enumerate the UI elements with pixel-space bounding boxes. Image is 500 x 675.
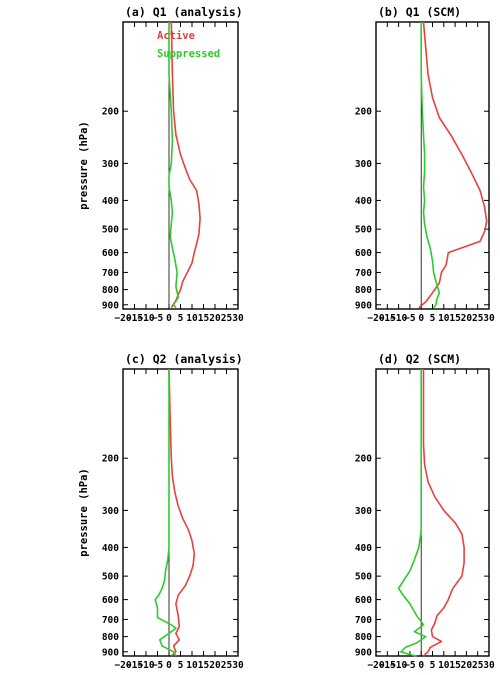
panel-title: (c) Q2 (analysis) bbox=[125, 352, 243, 366]
series-suppressed-line bbox=[168, 22, 179, 309]
y-tick-label: 500 bbox=[355, 225, 372, 236]
panel-title: (a) Q1 (analysis) bbox=[125, 5, 243, 19]
y-tick-label: 300 bbox=[102, 159, 119, 170]
x-tick-label: −20 bbox=[367, 660, 384, 671]
series-suppressed-line bbox=[154, 369, 177, 657]
x-tick-label: 25 bbox=[472, 660, 484, 671]
y-tick-label: 200 bbox=[102, 107, 119, 118]
x-tick-label: 30 bbox=[232, 660, 244, 671]
y-tick-label: 900 bbox=[102, 647, 119, 658]
x-tick-label: 20 bbox=[461, 313, 473, 324]
y-tick-label: 500 bbox=[102, 572, 119, 583]
y-tick-label: 200 bbox=[355, 454, 372, 465]
legend-active: Active bbox=[157, 30, 195, 42]
y-tick-label: 600 bbox=[102, 595, 119, 606]
x-tick-label: −20 bbox=[114, 313, 131, 324]
x-tick-label: 5 bbox=[178, 660, 184, 671]
y-tick-label: 200 bbox=[355, 107, 372, 118]
x-tick-label: −15 bbox=[379, 660, 396, 671]
y-tick-label: 900 bbox=[102, 300, 119, 311]
panel-title: (b) Q1 (SCM) bbox=[378, 5, 461, 19]
series-active-line bbox=[422, 369, 465, 657]
x-tick-label: −5 bbox=[152, 660, 164, 671]
y-tick-label: 700 bbox=[102, 615, 119, 626]
y-tick-label: 700 bbox=[355, 268, 372, 279]
x-tick-label: −15 bbox=[126, 660, 143, 671]
x-tick-label: 30 bbox=[483, 660, 495, 671]
y-tick-label: 200 bbox=[102, 454, 119, 465]
x-tick-label: −15 bbox=[379, 313, 396, 324]
x-tick-label: 10 bbox=[438, 660, 450, 671]
x-tick-label: 25 bbox=[472, 313, 484, 324]
x-tick-label: 20 bbox=[461, 660, 473, 671]
series-active-line bbox=[168, 368, 196, 657]
series-active-line bbox=[418, 21, 488, 309]
y-tick-label: 600 bbox=[102, 248, 119, 259]
y-tick-label: 500 bbox=[102, 225, 119, 236]
y-axis-label: pressure (hPa) bbox=[78, 121, 90, 210]
y-tick-label: 700 bbox=[355, 615, 372, 626]
panel-3: (c) Q2 (analysis)20030040050060070080090… bbox=[78, 352, 244, 671]
x-tick-label: 10 bbox=[186, 313, 198, 324]
y-tick-label: 800 bbox=[355, 632, 372, 643]
plot-frame bbox=[375, 368, 490, 657]
y-tick-label: 300 bbox=[102, 506, 119, 517]
x-tick-label: 15 bbox=[449, 313, 461, 324]
x-tick-label: 0 bbox=[166, 660, 172, 671]
x-tick-label: 0 bbox=[418, 660, 424, 671]
x-tick-label: 15 bbox=[449, 660, 461, 671]
x-tick-label: 20 bbox=[209, 660, 221, 671]
x-tick-label: 15 bbox=[198, 660, 210, 671]
x-tick-label: 10 bbox=[186, 660, 198, 671]
y-tick-label: 900 bbox=[355, 300, 372, 311]
y-tick-label: 400 bbox=[102, 196, 119, 207]
x-tick-label: 5 bbox=[430, 660, 436, 671]
panel-1: (a) Q1 (analysis)20030040050060070080090… bbox=[78, 5, 244, 324]
x-tick-label: 15 bbox=[198, 313, 210, 324]
x-tick-label: −10 bbox=[137, 313, 154, 324]
x-tick-label: 30 bbox=[232, 313, 244, 324]
x-tick-label: −20 bbox=[114, 660, 131, 671]
panel-title: (d) Q2 (SCM) bbox=[378, 352, 461, 366]
y-tick-label: 800 bbox=[102, 285, 119, 296]
panel-2: (b) Q1 (SCM)200300400500600700800900−20−… bbox=[355, 5, 495, 324]
x-tick-label: −5 bbox=[404, 660, 416, 671]
legend-suppressed: Suppressed bbox=[157, 48, 220, 60]
y-tick-label: 700 bbox=[102, 268, 119, 279]
y-tick-label: 900 bbox=[355, 647, 372, 658]
x-tick-label: −20 bbox=[367, 313, 384, 324]
x-tick-label: −5 bbox=[152, 313, 164, 324]
x-tick-label: −10 bbox=[390, 660, 407, 671]
series-suppressed-line bbox=[420, 22, 441, 309]
x-tick-label: 30 bbox=[483, 313, 495, 324]
x-tick-label: −10 bbox=[137, 660, 154, 671]
x-tick-label: 20 bbox=[209, 313, 221, 324]
y-axis-label: pressure (hPa) bbox=[78, 468, 90, 557]
x-tick-label: 5 bbox=[178, 313, 184, 324]
series-suppressed-line bbox=[397, 369, 427, 657]
plot-frame bbox=[122, 21, 239, 310]
y-tick-label: 300 bbox=[355, 506, 372, 517]
x-tick-label: 0 bbox=[418, 313, 424, 324]
panel-4: (d) Q2 (SCM)200300400500600700800900−20−… bbox=[355, 352, 495, 671]
y-tick-label: 400 bbox=[102, 543, 119, 554]
x-tick-label: 10 bbox=[438, 313, 450, 324]
x-tick-label: −15 bbox=[126, 313, 143, 324]
y-tick-label: 600 bbox=[355, 248, 372, 259]
y-tick-label: 500 bbox=[355, 572, 372, 583]
x-tick-label: 5 bbox=[430, 313, 436, 324]
x-tick-label: −5 bbox=[404, 313, 416, 324]
series-active-line bbox=[170, 21, 201, 309]
x-tick-label: 0 bbox=[166, 313, 172, 324]
y-tick-label: 800 bbox=[355, 285, 372, 296]
y-tick-label: 400 bbox=[355, 543, 372, 554]
x-tick-label: 25 bbox=[221, 313, 233, 324]
y-tick-label: 400 bbox=[355, 196, 372, 207]
y-tick-label: 300 bbox=[355, 159, 372, 170]
x-tick-label: −10 bbox=[390, 313, 407, 324]
y-tick-label: 600 bbox=[355, 595, 372, 606]
y-tick-label: 800 bbox=[102, 632, 119, 643]
x-tick-label: 25 bbox=[221, 660, 233, 671]
